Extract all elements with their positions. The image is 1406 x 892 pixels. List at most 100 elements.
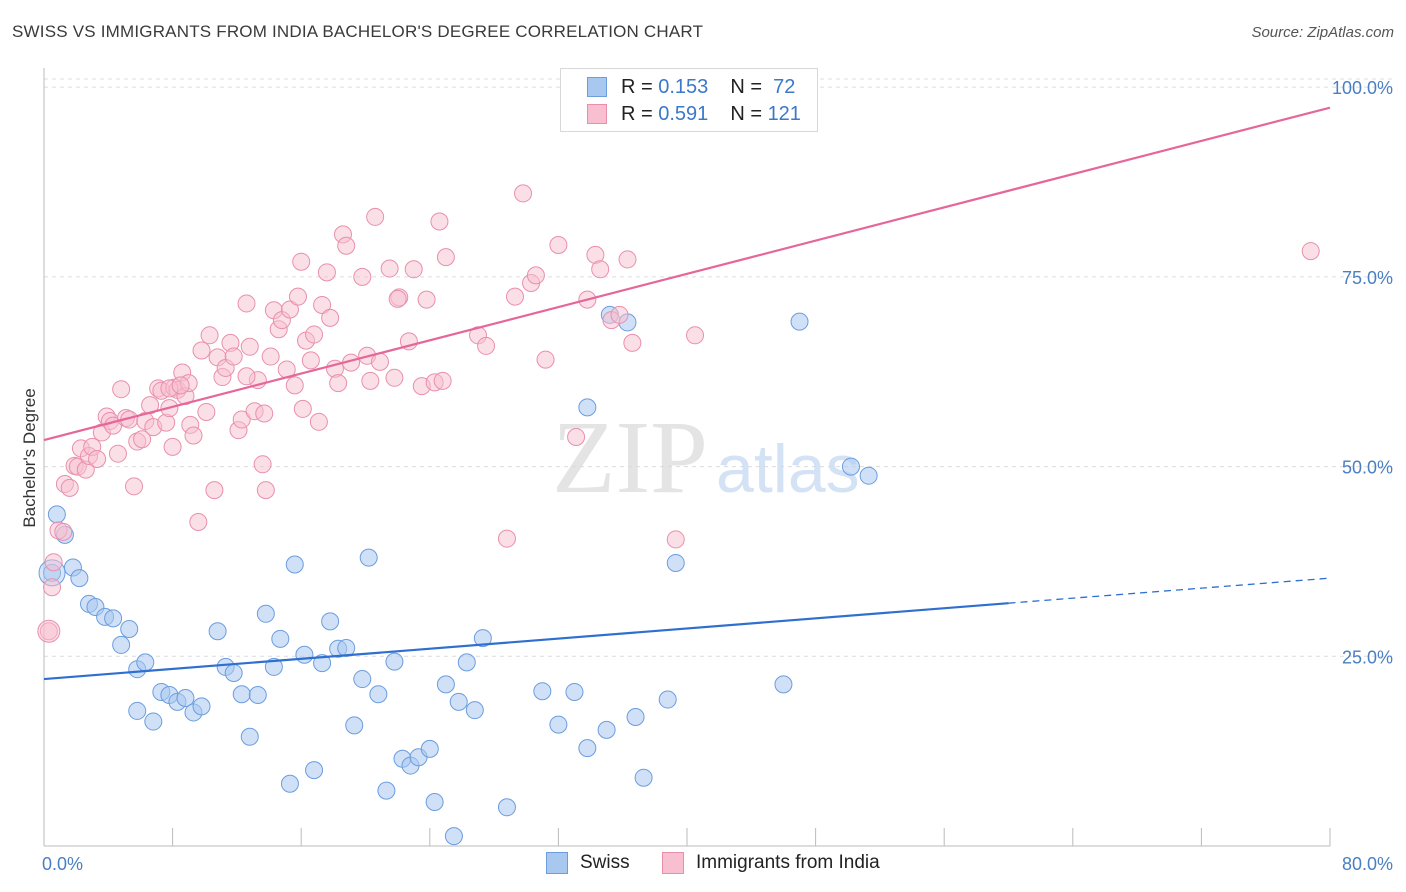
- india-point: [108, 444, 127, 463]
- y-tick-label: 100.0%: [1332, 78, 1393, 98]
- swiss-point: [634, 768, 653, 787]
- india-point: [477, 336, 496, 355]
- swiss-point: [112, 635, 131, 654]
- chart-title: SWISS VS IMMIGRANTS FROM INDIA BACHELOR'…: [12, 22, 704, 41]
- swiss-point: [280, 774, 299, 793]
- legend-r-value: 0.591: [658, 102, 709, 125]
- swiss-swatch: [587, 77, 607, 97]
- swiss-point: [305, 761, 324, 780]
- trend-lines: [43, 106, 1331, 681]
- india-point: [514, 184, 533, 203]
- india-point: [200, 326, 219, 345]
- legend-n-label: N =: [730, 75, 762, 98]
- legend-r-label: R =: [621, 102, 653, 125]
- india-point: [433, 371, 452, 390]
- india-point: [497, 529, 516, 548]
- india-point: [253, 455, 272, 474]
- tick-labels: 25.0% 50.0% 75.0% 100.0% 0.0% 80.0%: [42, 78, 1393, 874]
- swiss-point: [597, 720, 616, 739]
- x-tick-label: 80.0%: [1342, 854, 1393, 874]
- swiss-point: [436, 675, 455, 694]
- india-point: [388, 289, 407, 308]
- india-swatch: [587, 104, 607, 124]
- india-point: [361, 371, 380, 390]
- india-point: [88, 450, 107, 468]
- india-point: [623, 333, 642, 352]
- india-point: [305, 325, 324, 344]
- india-point: [317, 263, 336, 282]
- india-point: [526, 266, 545, 285]
- axes: [43, 68, 1331, 847]
- y-tick-label: 50.0%: [1342, 458, 1393, 478]
- swiss-point: [104, 609, 123, 628]
- india-point: [610, 305, 629, 324]
- legend-item-swiss[interactable]: Swiss: [546, 852, 630, 874]
- series-legend: Swiss Immigrants from India: [0, 852, 1406, 878]
- swiss-point: [774, 675, 793, 694]
- swiss-point: [473, 629, 492, 648]
- india-point: [380, 259, 399, 278]
- india-point: [329, 374, 348, 393]
- swiss-legend-swatch: [546, 852, 568, 874]
- swiss-point: [666, 553, 685, 572]
- swiss-point: [449, 692, 468, 711]
- swiss-point: [144, 712, 163, 731]
- india-point: [224, 347, 243, 366]
- swiss-point: [337, 638, 356, 657]
- swiss-point: [192, 697, 211, 716]
- swiss-point: [359, 548, 378, 567]
- india-point: [404, 260, 423, 279]
- swiss-point: [497, 798, 516, 817]
- swiss-point: [321, 612, 340, 631]
- swiss-point: [285, 555, 304, 574]
- india-point: [60, 478, 79, 497]
- india-point: [261, 347, 280, 366]
- india-point: [192, 341, 211, 360]
- swiss-trendline: [43, 602, 1009, 681]
- india-point: [288, 287, 307, 306]
- india-point: [285, 376, 304, 395]
- swiss-point: [549, 715, 568, 734]
- india-point: [163, 437, 182, 456]
- swiss-point: [444, 827, 463, 846]
- india-point: [417, 290, 436, 309]
- swiss-point: [271, 629, 290, 648]
- india-point: [353, 267, 372, 286]
- swiss-point: [176, 689, 195, 708]
- swiss-point: [377, 781, 396, 800]
- india-point: [37, 619, 61, 643]
- swiss-point: [626, 708, 645, 726]
- india-point: [205, 481, 224, 500]
- swiss-point: [841, 457, 860, 476]
- india-point: [197, 402, 216, 421]
- india-point: [240, 337, 259, 356]
- stats-legend: R = 0.153 N = 72 R = 0.591 N = 121: [560, 68, 818, 132]
- swiss-point: [533, 682, 552, 701]
- swiss-point: [425, 792, 444, 811]
- swiss-point: [208, 622, 227, 641]
- legend-n-label: N =: [730, 102, 762, 125]
- swiss-point: [136, 653, 155, 672]
- legend-item-india[interactable]: Immigrants from India: [662, 852, 880, 874]
- y-tick-label: 25.0%: [1342, 647, 1393, 667]
- india-point: [112, 380, 131, 399]
- india-point: [293, 399, 312, 418]
- india-point: [567, 427, 586, 446]
- india-point: [1301, 242, 1320, 261]
- swiss-point: [345, 716, 364, 735]
- india-point: [321, 308, 340, 327]
- legend-n-value: 121: [767, 102, 801, 125]
- legend-r-value: 0.153: [658, 75, 709, 98]
- swiss-point: [578, 398, 597, 417]
- india-point: [301, 351, 320, 370]
- india-point: [256, 481, 275, 500]
- india-point: [189, 512, 208, 531]
- legend-label-india: Immigrants from India: [696, 852, 880, 873]
- watermark-zip: ZIP: [552, 400, 708, 515]
- legend-label-swiss: Swiss: [580, 852, 630, 873]
- swiss-trendline-extension: [1008, 577, 1331, 604]
- legend-row-india: R = 0.591 N = 121: [587, 102, 801, 126]
- india-point: [232, 410, 251, 429]
- india-points: [37, 184, 1320, 643]
